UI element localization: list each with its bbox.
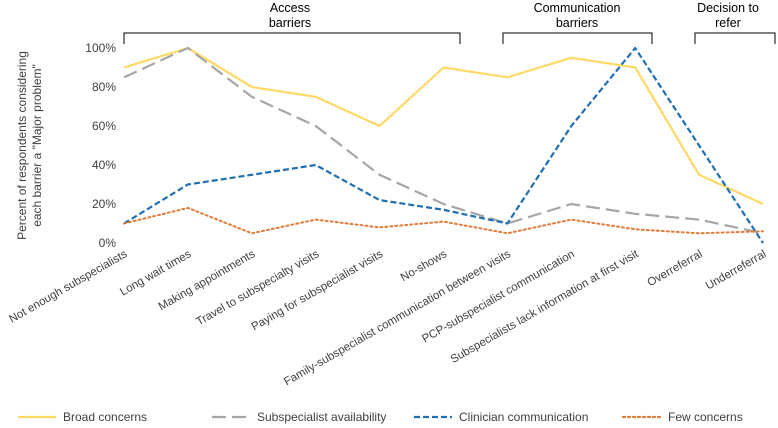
y-tick-label: 60%	[92, 119, 116, 133]
group-bracket	[694, 32, 776, 44]
legend-label: Few concerns	[668, 410, 743, 424]
series-line-subspecialist-availability	[123, 46, 764, 235]
legend-label: Subspecialist availability	[257, 410, 386, 424]
x-tick-label: Not enough subspecialists	[7, 248, 129, 326]
y-tick-label: 80%	[92, 80, 116, 94]
group-label-line-2: barriers	[269, 16, 311, 30]
x-tick-label: Overreferral	[645, 248, 704, 289]
x-tick-label: No-shows	[399, 248, 449, 284]
legend-label: Broad concerns	[63, 410, 147, 424]
y-tick-label: 0%	[99, 236, 117, 250]
series-line-clinician-communication	[123, 46, 764, 244]
group-label-line-1: Access	[270, 1, 310, 15]
group-label-line-2: barriers	[556, 16, 598, 30]
group-label-line-1: Decision to	[697, 1, 759, 15]
x-tick-label: Paying for subspecialist visits	[250, 248, 386, 333]
y-axis-label-line-2: each barrier a "Major problem"	[30, 64, 44, 227]
y-axis-label-line-1: Percent of respondents considering	[15, 51, 29, 240]
group-label-line-1: Communication	[534, 1, 621, 15]
y-tick-label: 100%	[85, 41, 116, 55]
y-tick-label: 20%	[92, 197, 116, 211]
x-tick-label: Underreferral	[704, 248, 769, 292]
legend-label: Clinician communication	[459, 410, 588, 424]
x-tick-label: Family-subspecialist communication betwe…	[282, 248, 513, 388]
group-bracket	[502, 32, 653, 44]
x-tick-label: Travel to subspecialty visits	[194, 248, 321, 328]
group-label-line-2: refer	[715, 16, 741, 30]
group-bracket	[123, 32, 461, 44]
y-tick-label: 40%	[92, 158, 116, 172]
series-line-few-concerns	[123, 206, 764, 235]
